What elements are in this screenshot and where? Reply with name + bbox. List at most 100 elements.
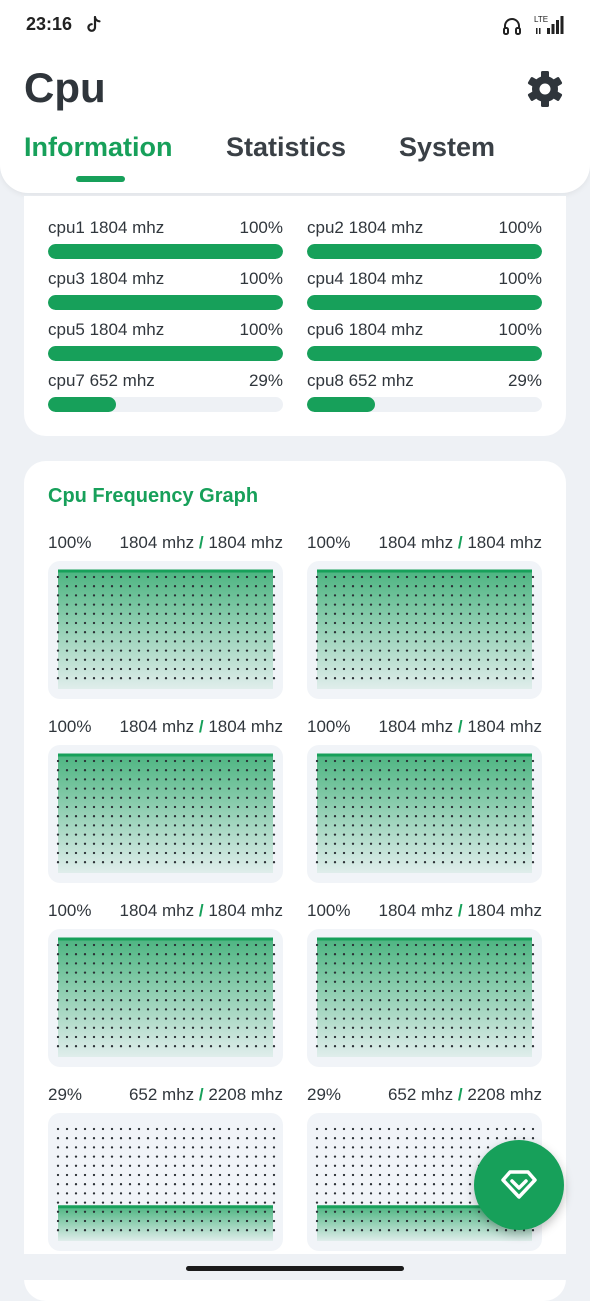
grid-dot	[191, 1026, 195, 1029]
grid-dot	[182, 631, 186, 634]
grid-dot	[450, 842, 454, 845]
grid-dot	[324, 621, 328, 625]
grid-dot	[351, 953, 355, 956]
grid-dot	[324, 1008, 328, 1011]
tab-information[interactable]: Information	[24, 132, 173, 162]
grid-dot	[218, 667, 222, 671]
grid-dot	[65, 1229, 69, 1232]
grid-dot	[423, 824, 427, 827]
grid-dot	[218, 851, 222, 855]
grid-dot	[432, 585, 436, 588]
grid-dot	[92, 759, 96, 763]
grid-dot	[74, 787, 78, 790]
grid-dot	[369, 1017, 373, 1020]
grid-dot	[324, 640, 328, 643]
grid-dot	[468, 980, 472, 983]
grid-dot	[137, 971, 141, 974]
grid-dot	[414, 640, 418, 643]
grid-dot	[227, 1192, 231, 1195]
gear-icon[interactable]	[526, 70, 564, 108]
grid-dot	[369, 640, 373, 643]
grid-dot	[333, 640, 337, 643]
grid-dot	[342, 1146, 346, 1149]
tab-system[interactable]: System	[399, 132, 496, 162]
grid-dot	[209, 1026, 213, 1029]
grid-dot	[83, 575, 87, 579]
grid-dot	[414, 851, 418, 855]
grid-dot	[441, 778, 445, 781]
grid-dot	[137, 1008, 141, 1011]
grid-dot	[209, 1201, 213, 1204]
grid-dot	[513, 631, 517, 634]
grid-dot	[351, 1183, 355, 1186]
grid-dot	[405, 962, 409, 965]
grid-dot	[155, 1008, 159, 1011]
grid-dot	[227, 649, 231, 652]
graph-svg	[315, 937, 535, 1057]
grid-dot	[146, 1155, 150, 1158]
grid-dot	[146, 1210, 150, 1213]
grid-dot	[504, 1035, 508, 1039]
grid-dot	[378, 640, 382, 643]
grid-dot	[396, 1192, 400, 1195]
core-progress-track	[48, 244, 283, 259]
grid-dot	[441, 640, 445, 643]
grid-dot	[101, 1173, 105, 1177]
grid-dot	[227, 603, 231, 606]
grid-dot	[450, 805, 454, 809]
grid-dot	[182, 980, 186, 983]
grid-dot	[387, 787, 391, 790]
grid-dot	[450, 612, 454, 615]
fab-button[interactable]	[474, 1140, 564, 1230]
grid-dot	[218, 649, 222, 652]
grid-dot	[360, 1219, 364, 1223]
grid-dot	[441, 603, 445, 606]
grid-dot	[414, 585, 418, 588]
grid-dot	[369, 980, 373, 983]
grid-dot	[450, 603, 454, 606]
grid-dot	[378, 603, 382, 606]
grid-dot	[146, 667, 150, 671]
grid-dot	[92, 1219, 96, 1223]
grid-dot	[396, 1210, 400, 1213]
grid-dot	[83, 621, 87, 625]
grid-dot	[387, 1035, 391, 1039]
grid-dot	[191, 1201, 195, 1204]
graph-plot	[48, 561, 283, 699]
grid-dot	[191, 1017, 195, 1020]
grid-dot	[83, 842, 87, 845]
grid-dot	[236, 1173, 240, 1177]
grid-dot	[74, 1173, 78, 1177]
grid-dot	[405, 980, 409, 983]
grid-dot	[101, 787, 105, 790]
grid-dot	[272, 1035, 276, 1039]
home-indicator[interactable]	[186, 1266, 404, 1271]
grid-dot	[119, 989, 123, 993]
grid-dot	[155, 585, 159, 588]
grid-dot	[522, 1045, 526, 1048]
grid-dot	[191, 1219, 195, 1223]
grid-dot	[531, 640, 535, 643]
grid-dot	[468, 778, 472, 781]
grid-dot	[495, 1127, 499, 1131]
grid-dot	[360, 999, 364, 1002]
grid-dot	[423, 1026, 427, 1029]
core-label: cpu6 1804 mhz	[307, 320, 424, 339]
core-progress-track	[307, 295, 542, 310]
grid-dot	[272, 640, 276, 643]
grid-dot	[315, 1183, 319, 1186]
grid-dot	[119, 1210, 123, 1213]
grid-dot	[182, 851, 186, 855]
grid-dot	[432, 612, 436, 615]
grid-dot	[146, 759, 150, 763]
grid-dot	[128, 621, 132, 625]
grid-dot	[351, 769, 355, 772]
grid-dot	[468, 1026, 472, 1029]
tab-statistics[interactable]: Statistics	[226, 132, 347, 162]
grid-dot	[65, 851, 69, 855]
grid-dot	[137, 1173, 141, 1177]
grid-dot	[119, 1127, 123, 1131]
grid-dot	[92, 640, 96, 643]
grid-dot	[333, 1045, 337, 1048]
grid-dot	[450, 1035, 454, 1039]
